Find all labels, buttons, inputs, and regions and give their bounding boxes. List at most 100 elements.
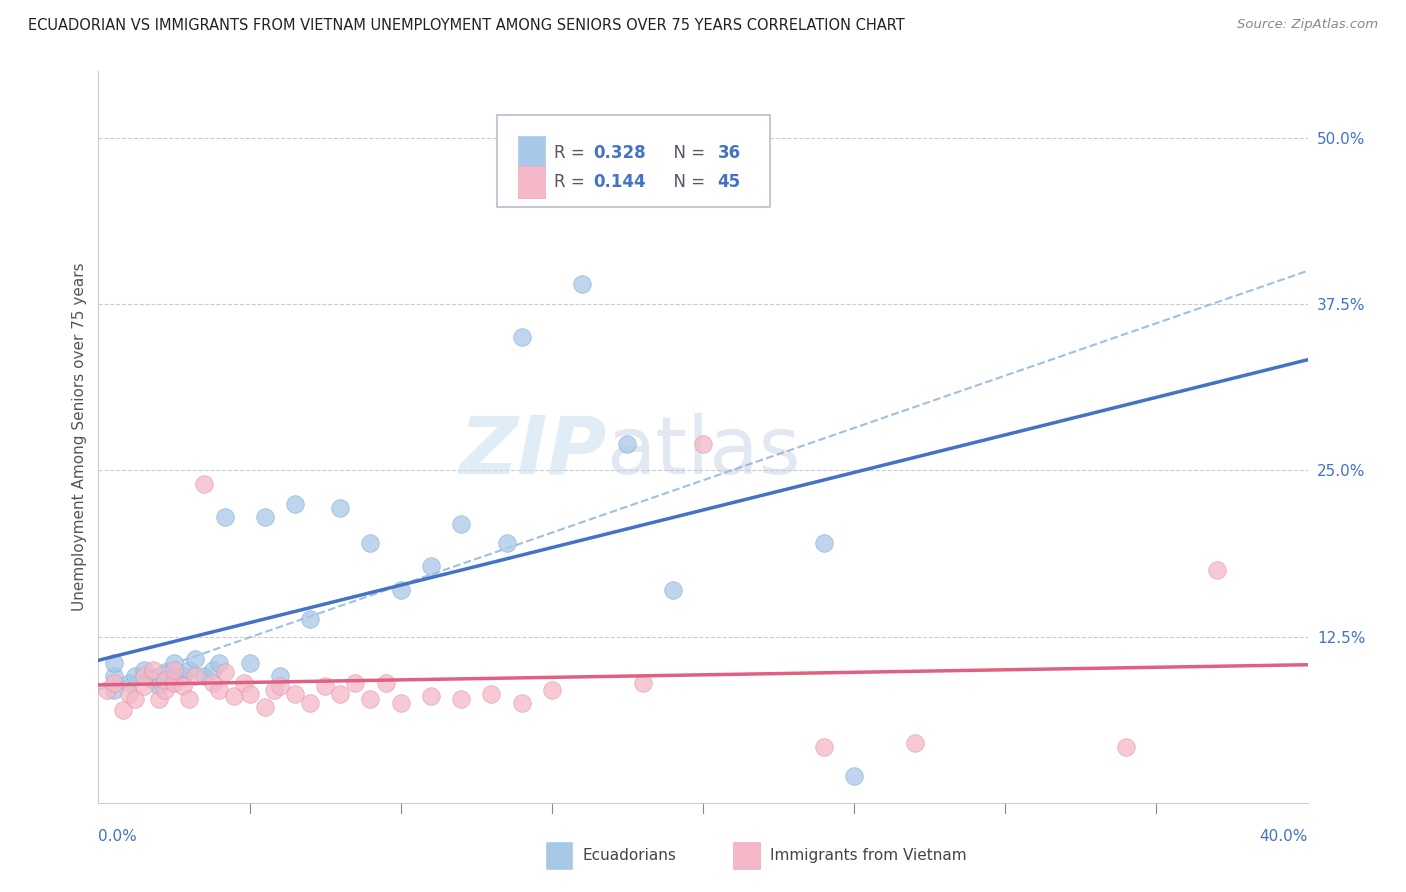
Text: R =: R = [554, 173, 591, 191]
Point [232, 676, 254, 690]
Point [193, 669, 215, 683]
Text: ECUADORIAN VS IMMIGRANTS FROM VIETNAM UNEMPLOYMENT AMONG SENIORS OVER 75 YEARS C: ECUADORIAN VS IMMIGRANTS FROM VIETNAM UN… [28, 18, 905, 33]
Text: 40.0%: 40.0% [1260, 830, 1308, 845]
Point [813, 536, 835, 550]
Point [360, 536, 382, 550]
Point [132, 669, 155, 683]
Text: 36: 36 [717, 144, 741, 161]
FancyBboxPatch shape [517, 166, 544, 198]
Point [148, 692, 170, 706]
Point [1206, 563, 1229, 577]
Point [450, 692, 472, 706]
Text: Immigrants from Vietnam: Immigrants from Vietnam [769, 848, 966, 863]
Point [540, 682, 562, 697]
Point [179, 663, 201, 677]
Point [389, 582, 412, 597]
Point [111, 703, 134, 717]
Point [179, 692, 201, 706]
Point [202, 676, 225, 690]
Point [153, 665, 176, 680]
Point [208, 656, 231, 670]
Point [420, 690, 443, 704]
Text: R =: R = [554, 144, 591, 161]
Point [420, 559, 443, 574]
Point [481, 687, 503, 701]
Point [202, 663, 225, 677]
FancyBboxPatch shape [517, 136, 544, 169]
Text: 0.0%: 0.0% [98, 830, 138, 845]
Point [661, 582, 683, 597]
Point [269, 669, 291, 683]
Point [263, 682, 285, 697]
Point [172, 669, 194, 683]
Point [142, 673, 165, 688]
Point [208, 682, 231, 697]
Text: atlas: atlas [606, 413, 800, 491]
Point [495, 536, 517, 550]
Point [239, 656, 262, 670]
Point [148, 679, 170, 693]
Point [571, 277, 593, 292]
Point [329, 500, 352, 515]
Point [389, 696, 412, 710]
FancyBboxPatch shape [734, 842, 759, 869]
Point [153, 673, 176, 688]
Text: ZIP: ZIP [458, 413, 606, 491]
Point [214, 509, 236, 524]
Point [124, 669, 146, 683]
Text: N =: N = [664, 173, 710, 191]
Point [214, 665, 236, 680]
Point [172, 679, 194, 693]
Point [284, 687, 307, 701]
Point [904, 736, 927, 750]
Point [692, 436, 714, 450]
Y-axis label: Unemployment Among Seniors over 75 years: Unemployment Among Seniors over 75 years [72, 263, 87, 611]
Point [253, 509, 276, 524]
Point [616, 436, 638, 450]
Point [103, 682, 125, 697]
Point [299, 696, 322, 710]
Point [510, 696, 533, 710]
Point [253, 700, 276, 714]
Text: 0.144: 0.144 [593, 173, 645, 191]
Point [153, 673, 176, 688]
Point [239, 687, 262, 701]
Point [314, 679, 336, 693]
Point [329, 687, 352, 701]
Point [284, 497, 307, 511]
Point [103, 669, 125, 683]
Point [450, 516, 472, 531]
Point [269, 679, 291, 693]
Point [374, 676, 396, 690]
Point [163, 676, 186, 690]
Point [844, 769, 866, 783]
Point [224, 690, 246, 704]
Point [132, 679, 155, 693]
Point [184, 669, 207, 683]
Text: 45: 45 [717, 173, 741, 191]
Text: Source: ZipAtlas.com: Source: ZipAtlas.com [1237, 18, 1378, 31]
Point [96, 682, 118, 697]
Point [344, 676, 367, 690]
Point [1115, 739, 1137, 754]
Point [153, 682, 176, 697]
Point [132, 663, 155, 677]
Point [510, 330, 533, 344]
Point [299, 612, 322, 626]
Point [124, 692, 146, 706]
Text: 0.328: 0.328 [593, 144, 645, 161]
Point [103, 656, 125, 670]
FancyBboxPatch shape [546, 842, 572, 869]
Text: Ecuadorians: Ecuadorians [582, 848, 676, 863]
Point [118, 676, 141, 690]
Point [142, 663, 165, 677]
Point [163, 663, 186, 677]
Point [813, 739, 835, 754]
Point [103, 676, 125, 690]
Point [631, 676, 654, 690]
Point [360, 692, 382, 706]
Text: N =: N = [664, 144, 710, 161]
Point [163, 656, 186, 670]
Point [193, 476, 215, 491]
Point [184, 652, 207, 666]
